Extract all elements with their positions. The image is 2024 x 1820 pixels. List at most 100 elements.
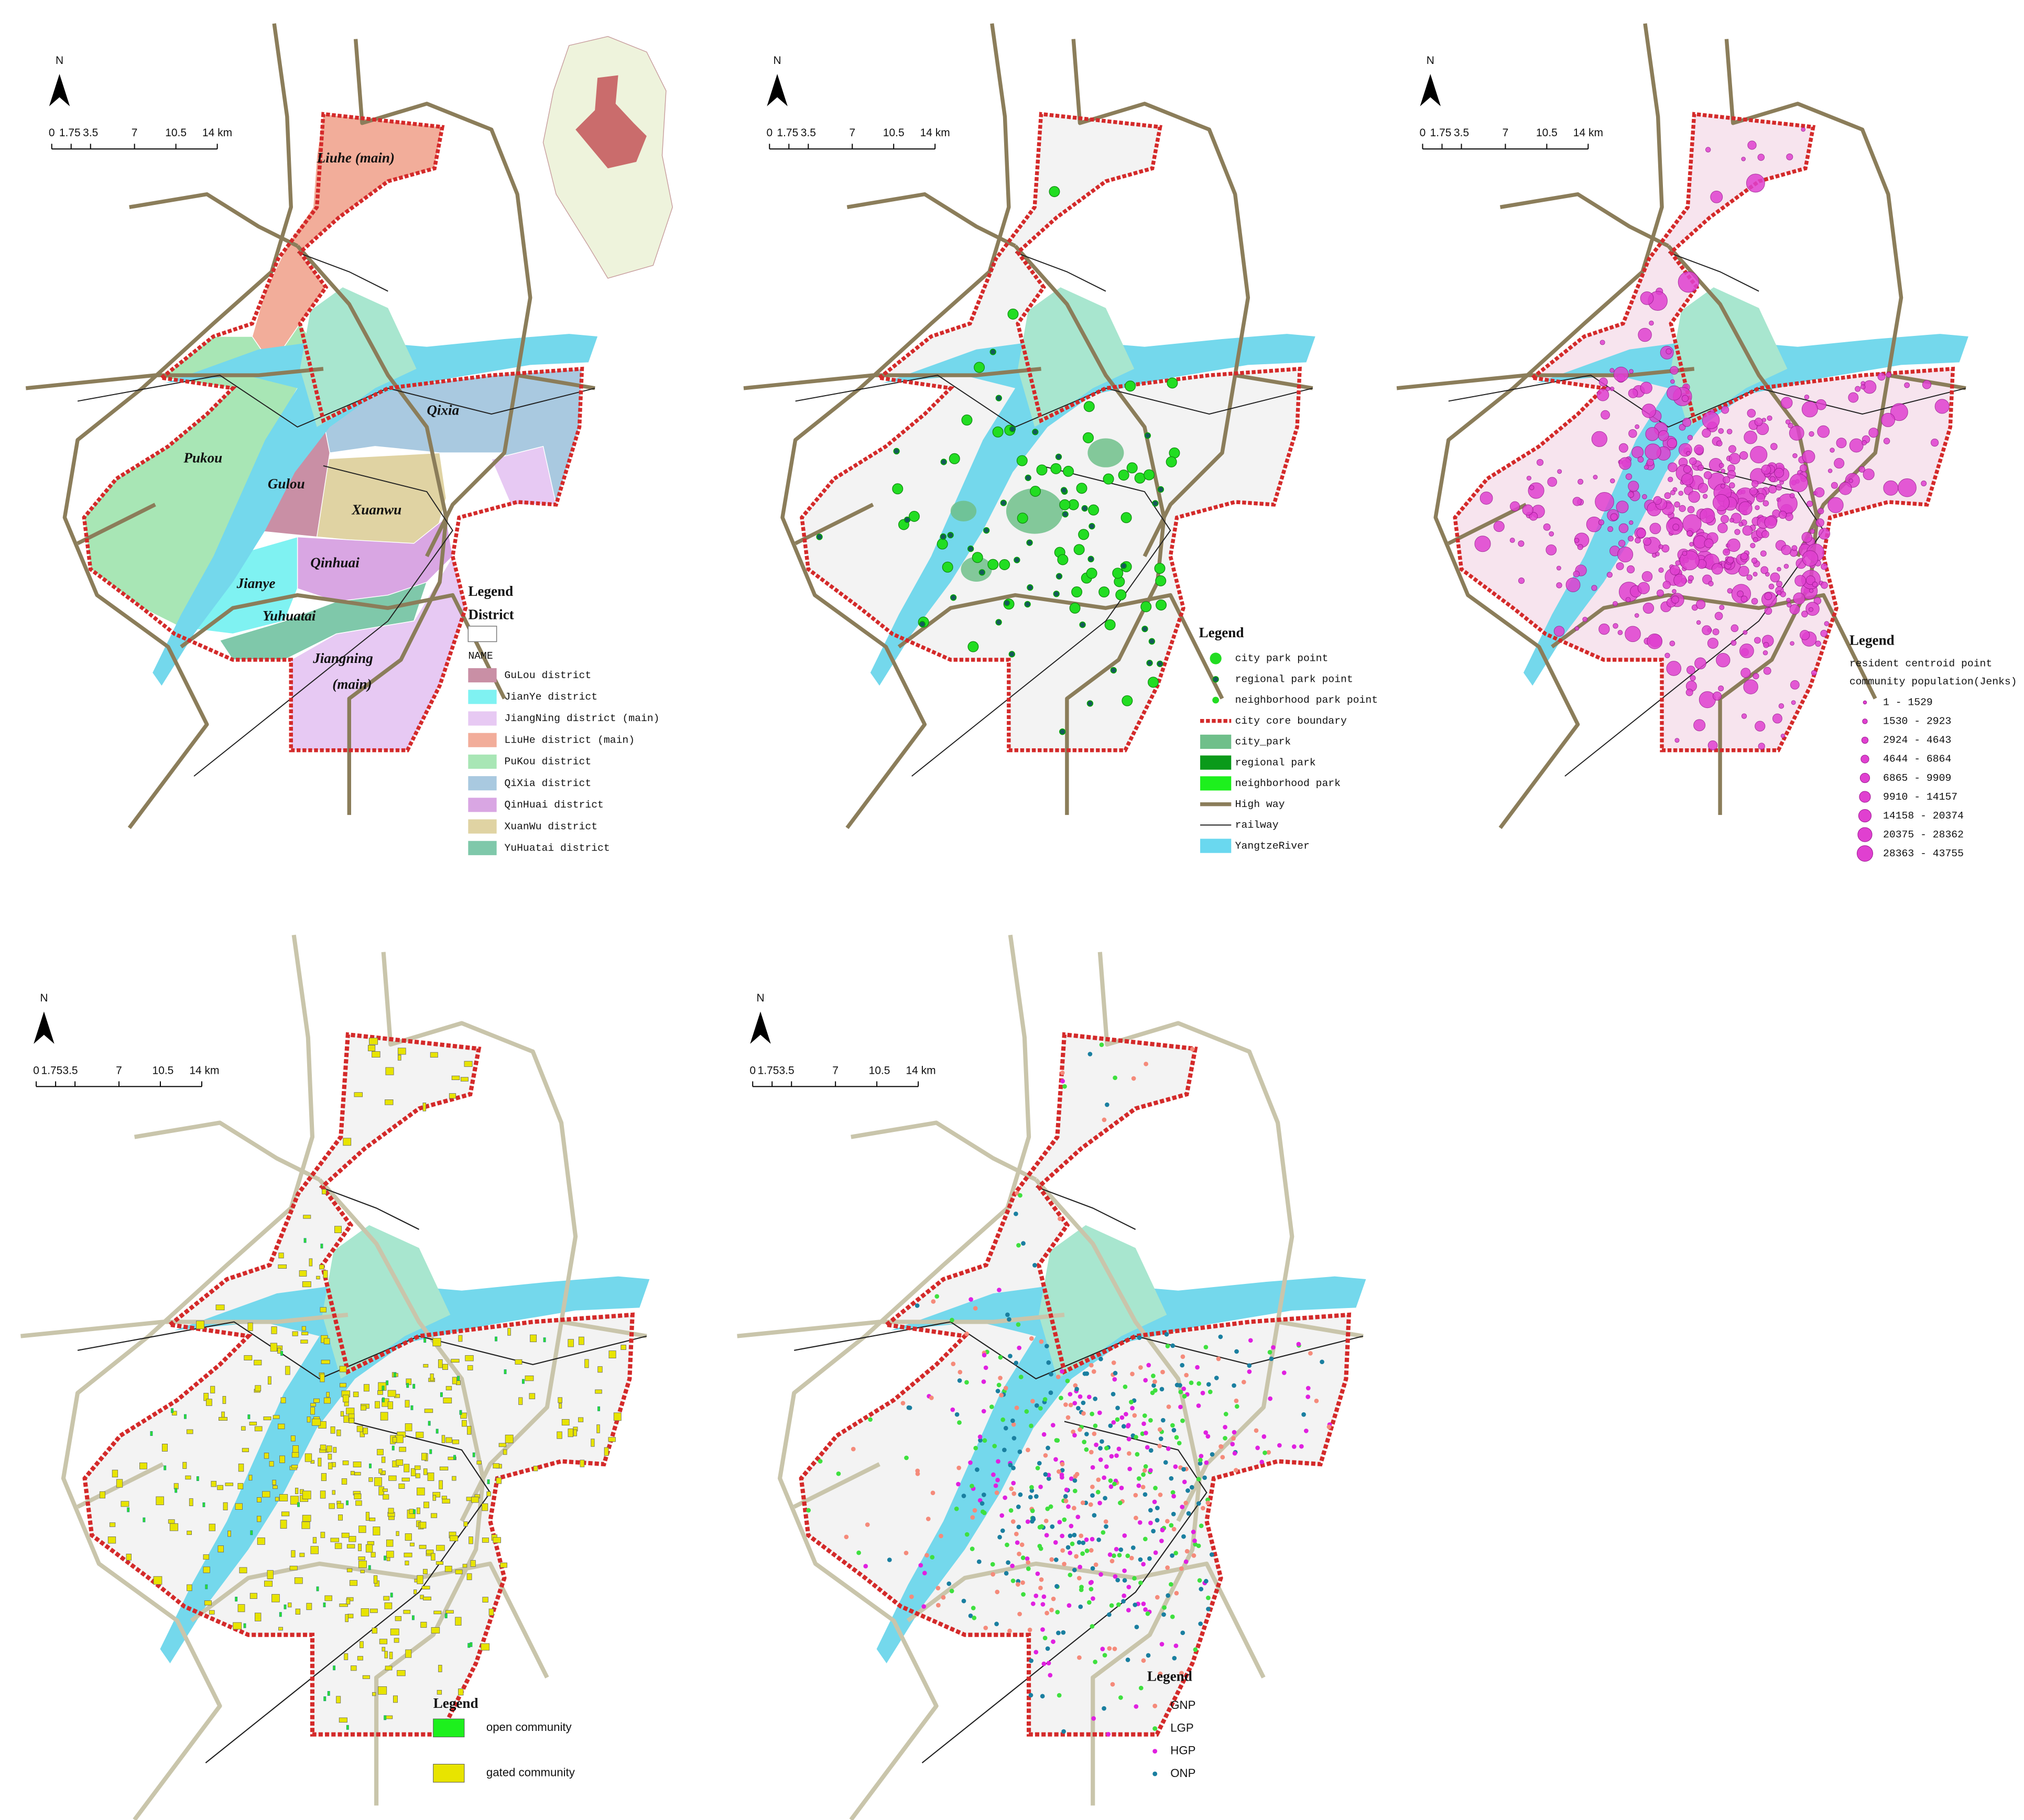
community-point xyxy=(1180,1363,1185,1368)
community-area xyxy=(405,1649,412,1658)
community-point xyxy=(975,1467,980,1472)
community-point xyxy=(1084,1371,1090,1376)
community-point xyxy=(998,1376,1003,1380)
community-area xyxy=(386,1551,394,1558)
community-area xyxy=(383,1596,390,1601)
population-point xyxy=(1672,524,1680,531)
community-point xyxy=(1277,1443,1282,1448)
community-point xyxy=(1158,1492,1163,1497)
community-area xyxy=(621,1345,626,1350)
community-point xyxy=(983,1365,988,1370)
population-point xyxy=(1768,485,1777,494)
community-point xyxy=(983,1626,988,1630)
community-point xyxy=(1112,1647,1117,1651)
scale-label: 7 xyxy=(132,127,138,139)
community-point xyxy=(1078,1427,1082,1432)
community-point xyxy=(973,1306,978,1311)
community-area xyxy=(360,1570,365,1574)
community-area xyxy=(390,1593,393,1598)
community-area xyxy=(423,1468,428,1475)
community-area xyxy=(279,1455,285,1463)
community-point xyxy=(1029,1423,1033,1429)
community-point xyxy=(1086,1394,1092,1400)
community-point xyxy=(1014,1360,1019,1366)
community-point xyxy=(931,1299,936,1304)
population-point xyxy=(1740,552,1748,560)
population-point xyxy=(1799,630,1810,640)
park-point xyxy=(1050,463,1062,474)
legend-item: city core boundary xyxy=(1235,715,1347,727)
community-point xyxy=(1266,1450,1271,1455)
population-point xyxy=(1858,466,1865,473)
population-point xyxy=(1774,467,1784,478)
population-point xyxy=(1649,522,1661,535)
community-area xyxy=(340,1411,344,1416)
community-point xyxy=(915,1303,920,1308)
community-point xyxy=(1203,1578,1209,1584)
community-point xyxy=(1090,1465,1095,1470)
community-area xyxy=(604,1447,609,1456)
population-point xyxy=(1728,445,1736,453)
community-area xyxy=(441,1496,447,1499)
legend-symbol xyxy=(1212,696,1220,704)
community-point xyxy=(1305,1394,1311,1399)
legend-item: PuKou district xyxy=(504,756,591,768)
community-point xyxy=(1062,1084,1067,1089)
community-area xyxy=(272,1485,278,1489)
community-point xyxy=(992,1444,997,1448)
community-point xyxy=(961,1598,966,1604)
community-area xyxy=(295,1488,299,1494)
population-point xyxy=(1883,438,1890,444)
community-area xyxy=(242,1448,249,1452)
community-area xyxy=(424,1409,433,1413)
population-point xyxy=(1793,592,1805,605)
community-area xyxy=(202,1502,205,1507)
population-point xyxy=(1817,425,1830,438)
community-point xyxy=(1103,1519,1108,1524)
community-point xyxy=(1205,1500,1211,1506)
community-area xyxy=(465,1355,474,1361)
community-point xyxy=(1068,1550,1073,1555)
community-point xyxy=(973,1445,978,1451)
community-point xyxy=(1269,1356,1274,1361)
community-area xyxy=(533,1466,538,1472)
community-point xyxy=(1172,1655,1177,1661)
community-point xyxy=(994,1490,999,1495)
park-point xyxy=(1089,522,1095,530)
community-point xyxy=(1089,1548,1094,1553)
community-point xyxy=(1141,1601,1146,1606)
district-label: Liuhe (main) xyxy=(317,150,395,166)
community-point xyxy=(1090,1493,1095,1498)
community-point xyxy=(1170,1343,1176,1348)
community-area xyxy=(279,1612,282,1617)
community-area xyxy=(385,1665,393,1671)
community-point xyxy=(968,1460,973,1465)
park-point xyxy=(1157,486,1165,493)
community-point xyxy=(1091,1596,1095,1601)
population-point xyxy=(1705,147,1711,152)
community-point xyxy=(1090,1484,1095,1489)
community-area xyxy=(307,1416,311,1423)
community-area xyxy=(368,1565,371,1570)
community-area xyxy=(349,1536,356,1542)
community-point xyxy=(1063,1494,1068,1499)
community-point xyxy=(1043,1453,1048,1458)
scale-label: 10.5 xyxy=(1536,127,1558,139)
population-point xyxy=(1714,612,1723,620)
community-point xyxy=(1016,1322,1021,1327)
community-point xyxy=(1118,1547,1124,1552)
park-point xyxy=(816,533,823,540)
community-point xyxy=(1043,1518,1049,1523)
population-point xyxy=(1670,565,1680,575)
population-point xyxy=(1824,621,1830,626)
park-point xyxy=(1152,500,1159,507)
community-area xyxy=(320,1532,325,1538)
legend-item: YuHuatai district xyxy=(504,843,610,854)
population-point xyxy=(1628,388,1638,398)
population-point xyxy=(1742,525,1753,536)
community-point xyxy=(1080,1500,1085,1505)
community-area xyxy=(222,1396,226,1404)
community-point xyxy=(930,1490,935,1496)
population-point xyxy=(1712,628,1720,636)
population-point xyxy=(1629,369,1634,374)
